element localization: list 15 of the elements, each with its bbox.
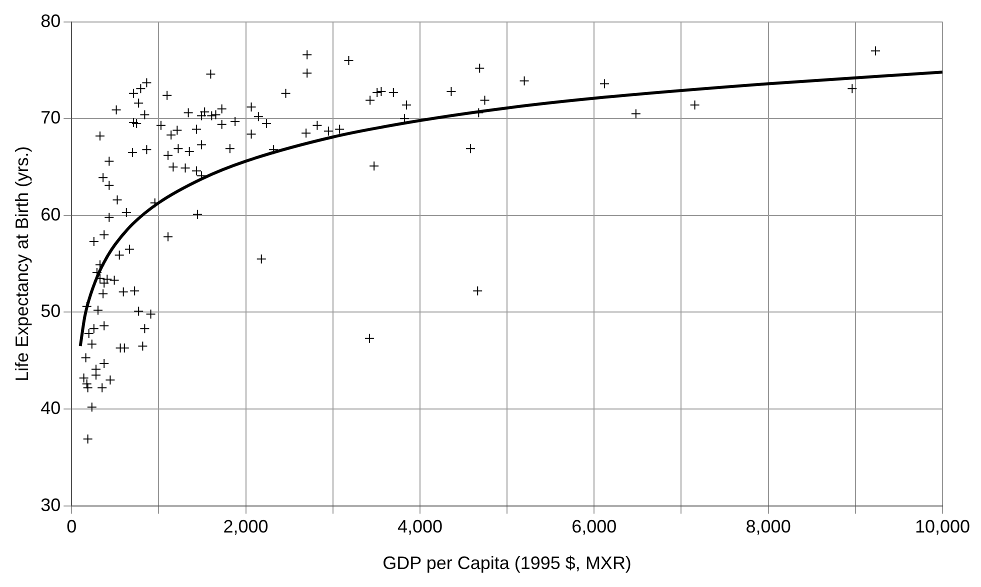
x-tick-label: 10,000 (914, 516, 970, 537)
y-tick-label: 70 (40, 108, 61, 128)
x-tick-label: 6,000 (572, 516, 617, 537)
x-tick-label: 4,000 (397, 516, 442, 537)
y-tick-label: 60 (40, 204, 61, 224)
x-tick-label: 8,000 (746, 516, 791, 537)
y-tick-label: 50 (40, 301, 61, 322)
line-series (78, 70, 942, 348)
y-tick-label: 40 (40, 398, 61, 418)
x-axis-title: GDP per Capita (1995 $, MXR) (382, 553, 632, 574)
x-tick-label: 0 (66, 516, 77, 537)
y-axis-title: Life Expectancy at Birth (yrs.) (12, 146, 32, 382)
x-tick-label: 2,000 (223, 516, 268, 537)
y-tick-label: 30 (40, 494, 61, 515)
y-tick-label: 80 (40, 10, 61, 31)
